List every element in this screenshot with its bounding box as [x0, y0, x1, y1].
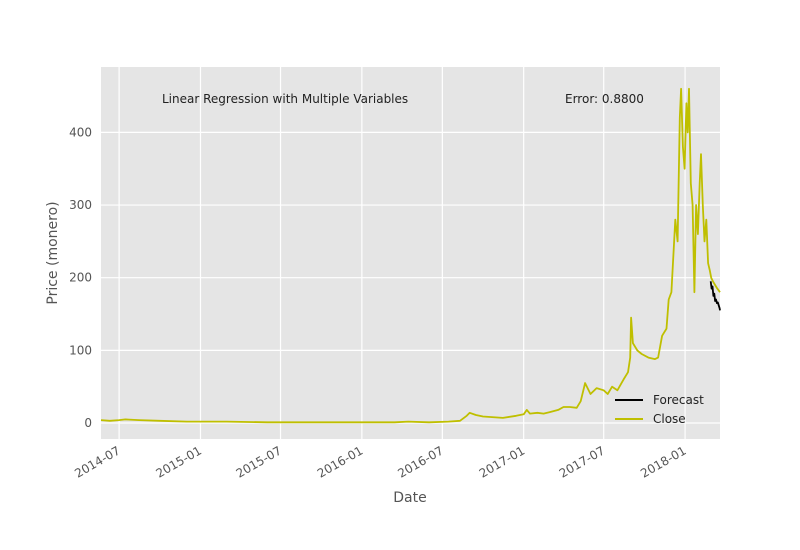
legend: Forecast Close	[615, 393, 704, 426]
x-axis-title: Date	[393, 490, 426, 506]
x-tick-label: 2016-01	[315, 443, 365, 480]
plot-background	[101, 67, 720, 439]
y-tick-label: 200	[69, 271, 92, 285]
y-tick-label: 0	[84, 416, 92, 430]
series-line-close	[100, 87, 721, 424]
x-tick-label: 2015-01	[154, 443, 204, 480]
x-tick-label: 2014-07	[72, 443, 122, 480]
annotation-error: Error: 0.8800	[565, 92, 644, 106]
y-tick-labels: 0 100 200 300 400	[69, 125, 92, 430]
x-tick-label: 2017-01	[477, 443, 527, 480]
legend-forecast-label: Forecast	[653, 393, 704, 407]
series-line-forecast	[709, 281, 721, 311]
x-tick-label: 2015-07	[234, 443, 284, 480]
grid	[101, 67, 720, 439]
y-tick-label: 100	[69, 343, 92, 357]
y-tick-label: 300	[69, 198, 92, 212]
legend-close-label: Close	[653, 412, 686, 426]
x-tick-label: 2018-01	[638, 443, 688, 480]
y-tick-label: 400	[69, 125, 92, 139]
x-tick-label: 2017-07	[557, 443, 607, 480]
annotation-method: Linear Regression with Multiple Variable…	[162, 92, 408, 106]
x-tick-label: 2016-07	[395, 443, 445, 480]
series-layer	[100, 87, 721, 424]
x-tick-labels: 2014-07 2015-01 2015-07 2016-01 2016-07 2017-…	[72, 443, 688, 480]
y-axis-title: Price (monero)	[45, 201, 61, 304]
